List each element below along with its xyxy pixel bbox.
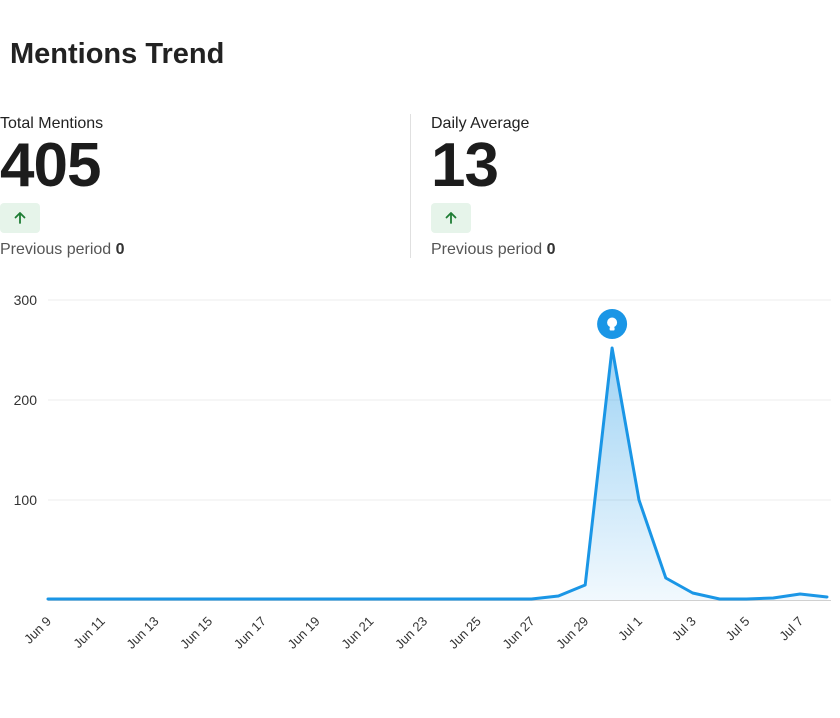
- data-point: [369, 598, 372, 601]
- trend-badge: [0, 203, 40, 233]
- lightbulb-icon[interactable]: [597, 309, 628, 339]
- stat-value: 405: [0, 131, 101, 200]
- data-point: [530, 598, 533, 601]
- data-point: [100, 598, 103, 601]
- stat-daily-average: Daily Average 13 Previous period 0: [431, 114, 731, 259]
- x-tick-label: Jun 29: [553, 614, 591, 652]
- x-tick-label: Jul 1: [615, 614, 645, 644]
- data-point: [208, 598, 211, 601]
- page-title: Mentions Trend: [10, 38, 225, 70]
- data-point: [637, 499, 640, 502]
- data-point: [261, 598, 264, 601]
- data-point: [503, 598, 506, 601]
- arrow-up-icon: [445, 212, 457, 224]
- previous-period-value: 0: [546, 241, 556, 258]
- x-tick-label: Jun 13: [123, 614, 161, 652]
- data-point: [745, 598, 748, 601]
- stat-label: Total Mentions: [0, 115, 104, 132]
- mentions-trend-chart: 100 200 300 Jun 9 Jun 11 Jun 13 Jun 15 Jun 17 J…: [14, 292, 831, 652]
- y-tick-label: 200: [14, 392, 38, 408]
- data-point: [154, 598, 157, 601]
- stat-value: 13: [431, 131, 499, 200]
- data-point: [691, 592, 694, 595]
- stat-total-mentions: Total Mentions 405 Previous period 0: [0, 114, 300, 259]
- arrow-up-icon: [14, 212, 26, 224]
- data-point: [584, 584, 587, 587]
- x-tick-label: Jul 5: [723, 614, 753, 644]
- previous-period: Previous period 0: [431, 241, 731, 259]
- x-tick-label: Jul 7: [776, 614, 806, 644]
- data-point: [181, 598, 184, 601]
- data-point: [47, 598, 50, 601]
- data-point: [826, 596, 829, 599]
- data-point: [718, 598, 721, 601]
- data-point: [127, 598, 130, 601]
- y-tick-label: 100: [14, 492, 38, 508]
- data-point: [423, 598, 426, 601]
- data-point: [315, 598, 318, 601]
- data-point: [235, 598, 238, 601]
- previous-period-label: Previous period: [431, 241, 543, 258]
- data-point: [611, 347, 614, 350]
- x-tick-label: Jun 23: [392, 614, 430, 652]
- x-tick-label: Jun 11: [70, 614, 108, 652]
- previous-period-value: 0: [115, 241, 125, 258]
- data-point: [557, 595, 560, 598]
- x-tick-label: Jun 25: [446, 614, 484, 652]
- previous-period: Previous period 0: [0, 241, 300, 259]
- data-point: [449, 598, 452, 601]
- series-area: [48, 348, 827, 600]
- x-tick-label: Jun 15: [177, 614, 215, 652]
- x-tick-label: Jun 17: [231, 614, 269, 652]
- x-tick-label: Jul 3: [669, 614, 699, 644]
- data-point: [664, 577, 667, 580]
- stat-label: Daily Average: [431, 115, 530, 132]
- data-point: [396, 598, 399, 601]
- data-point: [799, 593, 802, 596]
- x-tick-label: Jun 9: [21, 614, 54, 647]
- x-tick-label: Jun 21: [338, 614, 376, 652]
- y-tick-label: 300: [14, 292, 38, 308]
- series-line: [46, 346, 829, 601]
- data-point: [73, 598, 76, 601]
- previous-period-label: Previous period: [0, 241, 112, 258]
- x-tick-label: Jun 27: [499, 614, 537, 652]
- stats-divider: [410, 114, 411, 258]
- trend-badge: [431, 203, 471, 233]
- x-tick-label: Jun 19: [285, 614, 323, 652]
- data-point: [476, 598, 479, 601]
- data-point: [288, 598, 291, 601]
- data-point: [342, 598, 345, 601]
- data-point: [772, 597, 775, 600]
